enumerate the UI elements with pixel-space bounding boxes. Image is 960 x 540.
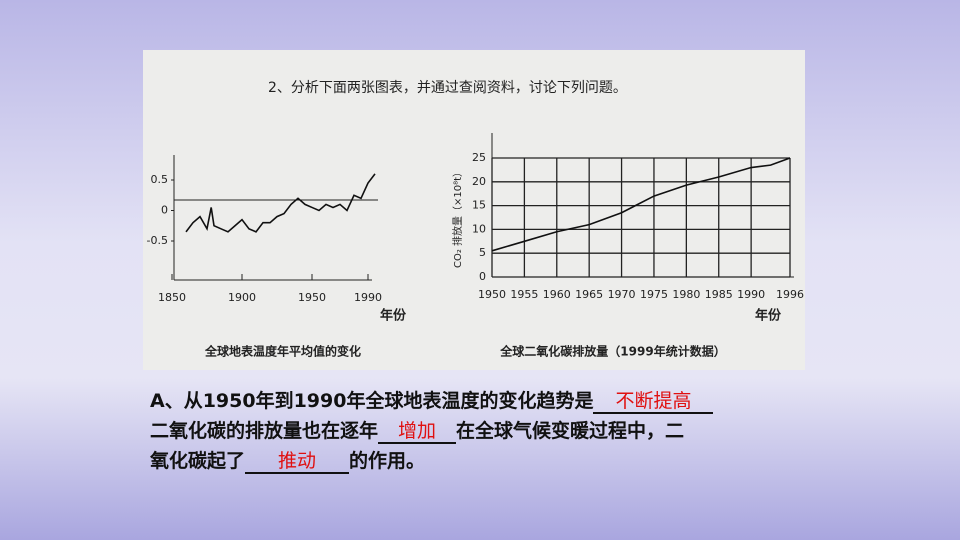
x-tick-label: 1955 [510, 288, 538, 301]
x-tick-label: 1980 [672, 288, 700, 301]
x-tick-label: 1985 [705, 288, 733, 301]
y-tick-label: 10 [472, 222, 486, 235]
charts: 2、分析下面两张图表，并通过查阅资料，讨论下列问题。 0.5 0 -0.5 1850 1… [147, 80, 804, 359]
data-line [185, 173, 376, 233]
question-text: 二氧化碳的排放量也在逐年 [150, 420, 379, 442]
question-heading: 2、分析下面两张图表，并通过查阅资料，讨论下列问题。 [268, 80, 627, 96]
question-line: 二氧化碳的排放量也在逐年 增加 在全球气候变暖过程中，二 [150, 416, 820, 446]
x-tick-label: 1990 [354, 291, 382, 304]
chart-caption: 全球二氧化碳排放量（1999年统计数据） [499, 344, 725, 359]
question-text: 在全球气候变暖过程中，二 [456, 420, 685, 442]
x-tick-label: 1970 [608, 288, 636, 301]
question-line: A、从1950年到1990年全球地表温度的变化趋势是 不断提高 [150, 386, 820, 416]
y-tick-label: -0.5 [147, 234, 168, 247]
y-tick-label: 5 [479, 246, 486, 259]
x-tick-label: 1850 [158, 291, 186, 304]
x-tick-label: 1950 [298, 291, 326, 304]
x-tick-label: 1996 [776, 288, 804, 301]
data-line [491, 157, 791, 252]
question-text: A、从1950年到1990年全球地表温度的变化趋势是 [150, 390, 594, 412]
y-tick-label: 20 [472, 175, 486, 188]
answer-blank: 增加 [378, 420, 457, 444]
answer-blank: 不断提高 [593, 390, 714, 414]
chart-caption: 全球地表温度年平均值的变化 [204, 344, 361, 359]
x-axis-label: 年份 [755, 308, 782, 324]
question-text: 的作用。 [349, 450, 426, 472]
scanned-figure: 2、分析下面两张图表，并通过查阅资料，讨论下列问题。 0.5 0 -0.5 1850 1… [143, 50, 805, 370]
y-tick-label: 25 [472, 151, 486, 164]
y-tick-label: 0 [161, 204, 168, 217]
y-axis-label: CO₂ 排放量（×10⁸t） [451, 167, 464, 268]
x-tick-label: 1975 [640, 288, 668, 301]
y-tick-label: 0.5 [151, 173, 169, 186]
question-text: 氧化碳起了 [150, 450, 246, 472]
y-tick-label: 15 [472, 199, 486, 212]
x-tick-label: 1990 [737, 288, 765, 301]
x-tick-label: 1950 [478, 288, 506, 301]
answer-blank: 推动 [245, 450, 350, 474]
x-tick-label: 1960 [543, 288, 571, 301]
x-tick-label: 1900 [228, 291, 256, 304]
y-tick-label: 0 [479, 270, 486, 283]
x-tick-label: 1965 [575, 288, 603, 301]
x-axis-label: 年份 [380, 308, 407, 324]
question-line: 氧化碳起了 推动 的作用。 [150, 446, 820, 476]
